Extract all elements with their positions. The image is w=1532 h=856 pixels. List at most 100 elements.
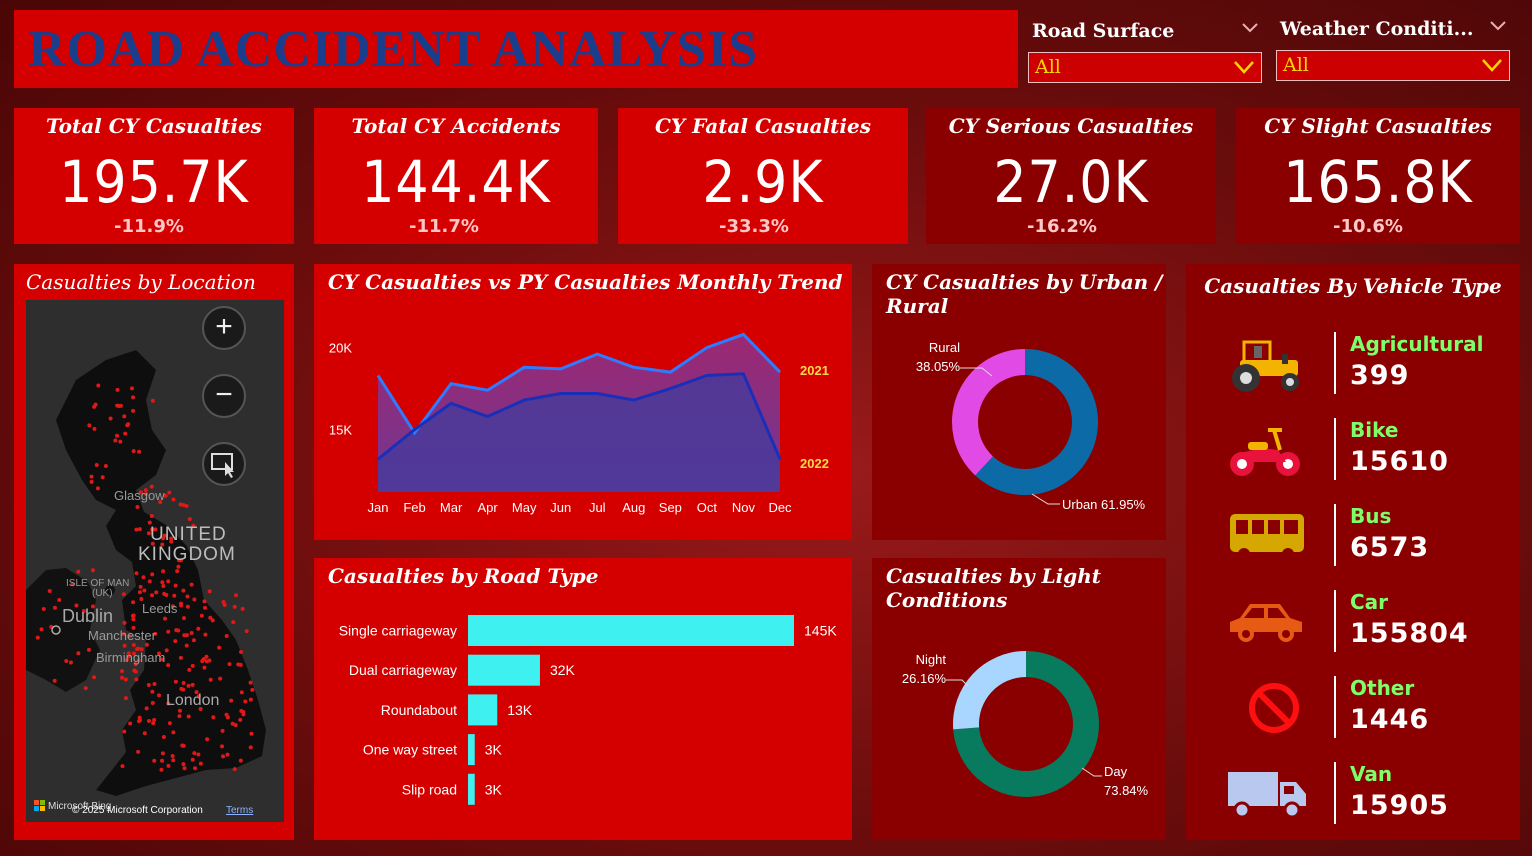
casualty-point[interactable] [52,678,57,683]
casualty-point[interactable] [141,575,146,580]
casualty-point[interactable] [172,593,177,598]
bar-4[interactable] [468,773,475,805]
casualty-point[interactable] [68,660,73,665]
casualty-point[interactable] [152,718,157,723]
casualty-point[interactable] [156,651,161,656]
casualty-point[interactable] [192,597,197,602]
casualty-point[interactable] [152,758,157,763]
casualty-point[interactable] [135,647,140,652]
casualty-point[interactable] [162,533,167,538]
trend-chart[interactable]: 15K 20K Jan Feb Mar Apr May Jun Jul Aug Sep Oct Nov D… [314,264,852,540]
casualty-point[interactable] [179,603,184,608]
donut-slice-night[interactable] [953,651,1026,730]
casualty-point[interactable] [130,613,135,618]
casualty-point[interactable] [170,754,175,759]
series-2021-line[interactable] [376,332,782,436]
casualty-point[interactable] [137,590,142,595]
casualty-point[interactable] [157,693,162,698]
casualty-point[interactable] [169,539,174,544]
casualty-point[interactable] [164,648,169,653]
casualty-point[interactable] [187,517,192,522]
casualty-point[interactable] [241,712,246,717]
casualty-point[interactable] [163,616,168,621]
casualty-point[interactable] [47,589,52,594]
casualty-point[interactable] [202,599,207,604]
casualty-point[interactable] [70,582,75,587]
casualty-point[interactable] [136,658,141,663]
casualty-point[interactable] [133,662,138,667]
casualty-point[interactable] [138,490,143,495]
casualty-point[interactable] [120,764,125,769]
casualty-point[interactable] [248,680,253,685]
casualty-point[interactable] [176,564,181,569]
casualty-point[interactable] [181,588,186,593]
weather-slicer[interactable]: Weather Conditi... All [1276,12,1512,84]
casualty-point[interactable] [35,635,40,640]
casualty-point[interactable] [177,708,182,713]
casualty-point[interactable] [238,758,243,763]
casualty-point[interactable] [120,669,125,674]
casualty-point[interactable] [121,632,126,637]
casualty-point[interactable] [39,627,44,632]
uk-map[interactable]: Glasgow UNITED KINGDOM ISLE OF MAN (UK) … [26,300,284,822]
casualty-point[interactable] [225,752,230,757]
casualty-point[interactable] [240,606,245,611]
casualty-point[interactable] [122,643,127,648]
casualty-point[interactable] [205,737,210,742]
casualty-point[interactable] [137,527,142,532]
casualty-point[interactable] [187,667,192,672]
casualty-point[interactable] [146,682,151,687]
casualty-point[interactable] [74,603,79,608]
casualty-point[interactable] [198,706,203,711]
donut-slice-urban[interactable] [975,349,1098,495]
casualty-point[interactable] [128,721,133,726]
chevron-down-icon[interactable] [1481,55,1503,80]
casualty-point[interactable] [166,701,171,706]
casualty-point[interactable] [177,558,182,563]
casualty-point[interactable] [100,475,105,480]
casualty-point[interactable] [126,654,131,659]
casualty-point[interactable] [76,569,81,574]
casualty-point[interactable] [147,520,152,525]
casualty-point[interactable] [92,675,97,680]
casualty-point[interactable] [126,422,131,427]
casualty-point[interactable] [181,762,186,767]
casualty-point[interactable] [116,403,121,408]
casualty-point[interactable] [147,579,152,584]
chevron-down-icon[interactable] [1242,20,1258,36]
casualty-point[interactable] [173,679,178,684]
casualty-points[interactable] [35,383,255,772]
casualty-point[interactable] [134,527,139,532]
casualty-point[interactable] [198,761,203,766]
casualty-point[interactable] [131,617,136,622]
casualty-point[interactable] [149,484,154,489]
casualty-point[interactable] [159,767,164,772]
casualty-point[interactable] [103,463,108,468]
casualty-point[interactable] [230,721,235,726]
casualty-point[interactable] [158,499,163,504]
casualty-point[interactable] [57,597,62,602]
casualty-point[interactable] [131,625,136,630]
casualty-point[interactable] [164,592,169,597]
casualty-point[interactable] [169,536,174,541]
casualty-point[interactable] [146,531,151,536]
casualty-point[interactable] [153,527,158,532]
casualty-point[interactable] [83,686,88,691]
casualty-point[interactable] [89,474,94,479]
casualty-point[interactable] [185,604,190,609]
casualty-point[interactable] [220,744,225,749]
casualty-point[interactable] [95,486,100,491]
casualty-point[interactable] [182,616,187,621]
casualty-point[interactable] [81,608,86,613]
casualty-point[interactable] [134,677,139,682]
casualty-point[interactable] [93,402,98,407]
casualty-point[interactable] [115,433,120,438]
casualty-point[interactable] [210,618,215,623]
casualty-point[interactable] [135,504,140,509]
zoom-in-button[interactable]: + [202,306,246,350]
casualty-point[interactable] [160,751,165,756]
casualty-point[interactable] [124,658,129,663]
casualty-point[interactable] [196,752,201,757]
casualty-point[interactable] [186,683,191,688]
casualty-point[interactable] [64,659,69,664]
